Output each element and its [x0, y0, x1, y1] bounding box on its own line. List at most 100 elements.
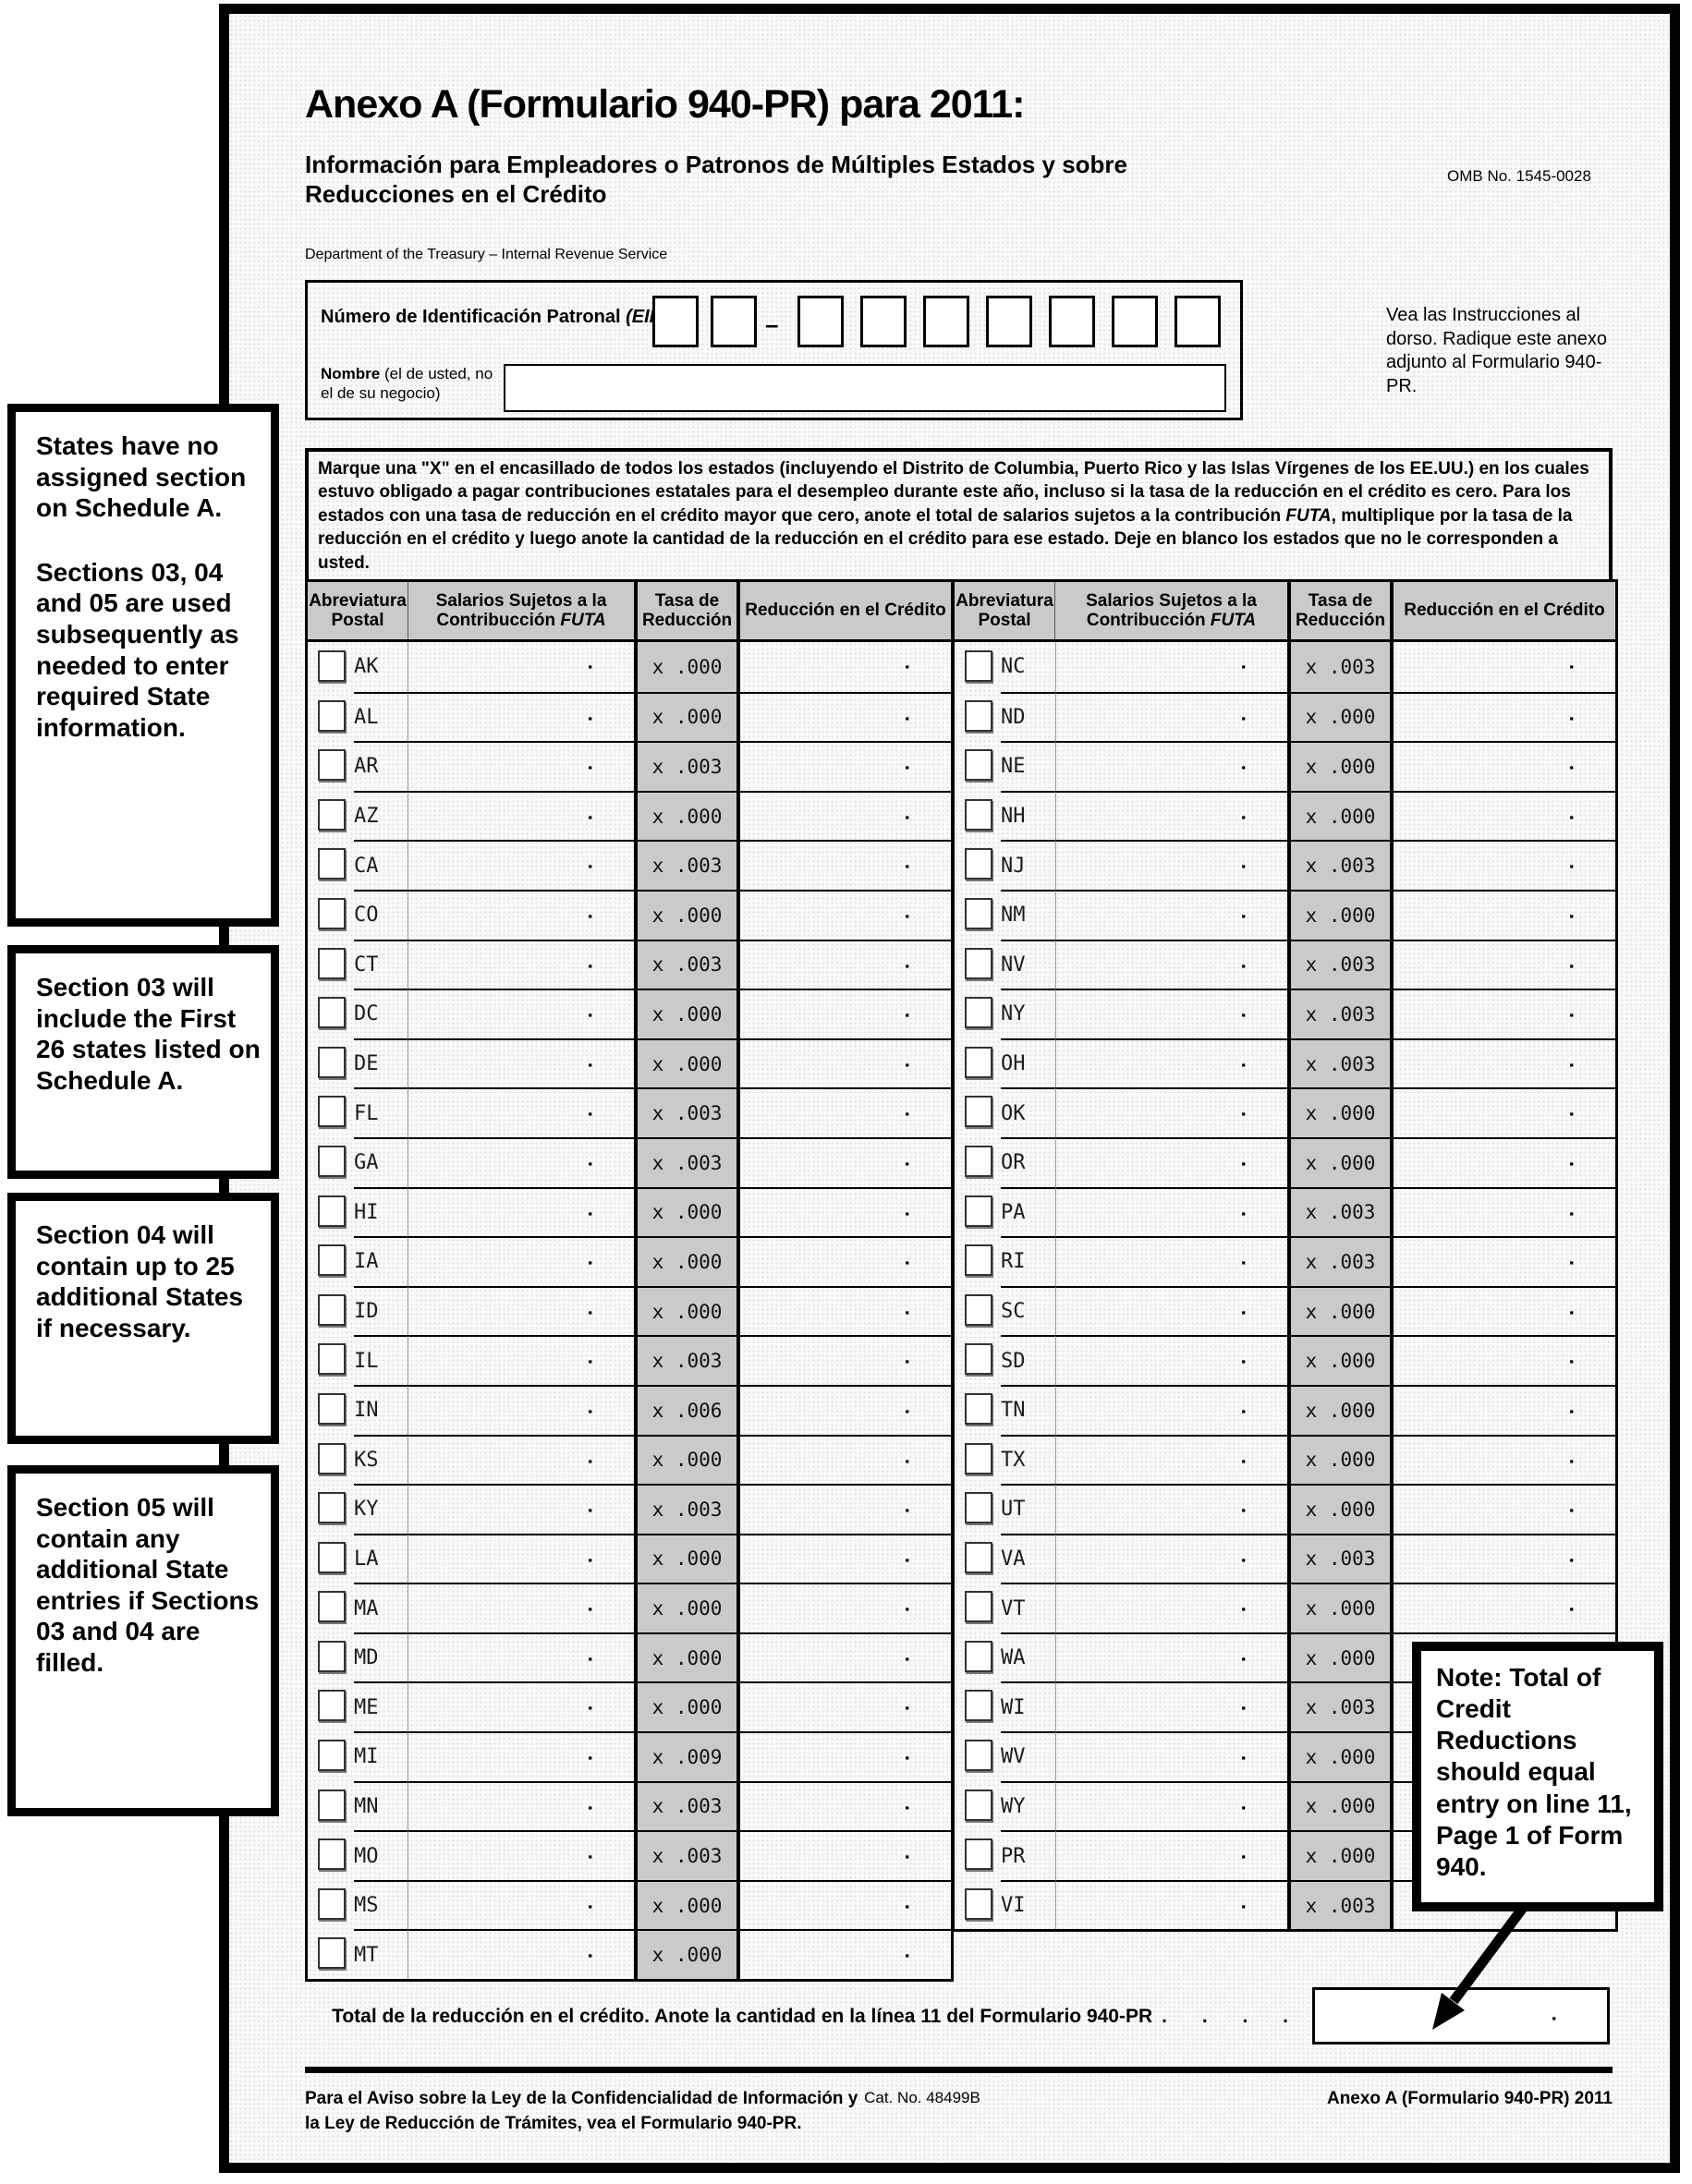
futa-wages-field[interactable]: ▪ [1056, 1037, 1291, 1088]
state-checkbox[interactable] [318, 798, 346, 831]
credit-reduction-field[interactable]: ▪ [1394, 1484, 1615, 1534]
futa-wages-field[interactable]: ▪ [1056, 1484, 1291, 1534]
state-checkbox[interactable] [965, 848, 992, 880]
futa-wages-field[interactable]: ▪ [1056, 1087, 1291, 1137]
futa-wages-field[interactable]: ▪ [408, 1087, 638, 1137]
credit-reduction-field[interactable]: ▪ [740, 642, 951, 692]
futa-wages-field[interactable]: ▪ [408, 1879, 638, 1930]
state-checkbox[interactable] [965, 1838, 992, 1871]
state-checkbox[interactable] [965, 1541, 992, 1573]
state-checkbox[interactable] [965, 1244, 992, 1277]
state-checkbox[interactable] [965, 1096, 992, 1128]
futa-wages-field[interactable]: ▪ [408, 1236, 638, 1286]
credit-reduction-field[interactable]: ▪ [1394, 1087, 1615, 1137]
credit-reduction-field[interactable]: ▪ [740, 1236, 951, 1286]
futa-wages-field[interactable]: ▪ [1056, 1236, 1291, 1286]
state-checkbox[interactable] [318, 1195, 346, 1227]
credit-reduction-field[interactable]: ▪ [1394, 642, 1615, 692]
credit-reduction-field[interactable]: ▪ [740, 1434, 951, 1485]
state-checkbox[interactable] [965, 1392, 992, 1425]
name-input[interactable] [504, 364, 1226, 412]
state-checkbox[interactable] [965, 1640, 992, 1672]
credit-reduction-field[interactable]: ▪ [740, 1037, 951, 1088]
futa-wages-field[interactable]: ▪ [1056, 1632, 1291, 1682]
state-checkbox[interactable] [318, 1937, 346, 1970]
credit-reduction-field[interactable]: ▪ [1394, 691, 1615, 742]
credit-reduction-field[interactable]: ▪ [740, 1136, 951, 1187]
futa-wages-field[interactable]: ▪ [1056, 642, 1291, 692]
ein-box[interactable] [711, 296, 757, 347]
futa-wages-field[interactable]: ▪ [408, 1285, 638, 1336]
futa-wages-field[interactable]: ▪ [408, 1434, 638, 1485]
futa-wages-field[interactable]: ▪ [408, 1484, 638, 1534]
state-checkbox[interactable] [965, 1343, 992, 1376]
futa-wages-field[interactable]: ▪ [1056, 1186, 1291, 1237]
futa-wages-field[interactable]: ▪ [1056, 939, 1291, 989]
futa-wages-field[interactable]: ▪ [408, 691, 638, 742]
state-checkbox[interactable] [318, 1392, 346, 1425]
state-checkbox[interactable] [318, 1046, 346, 1078]
futa-wages-field[interactable]: ▪ [408, 1384, 638, 1435]
credit-reduction-field[interactable]: ▪ [740, 1929, 951, 1979]
ein-box[interactable] [923, 296, 969, 347]
futa-wages-field[interactable]: ▪ [1056, 1830, 1291, 1880]
state-checkbox[interactable] [318, 1591, 346, 1623]
futa-wages-field[interactable]: ▪ [408, 790, 638, 841]
futa-wages-field[interactable]: ▪ [408, 1632, 638, 1682]
state-checkbox[interactable] [318, 699, 346, 732]
ein-box[interactable] [1175, 296, 1221, 347]
futa-wages-field[interactable]: ▪ [1056, 1384, 1291, 1435]
futa-wages-field[interactable]: ▪ [1056, 889, 1291, 940]
credit-reduction-field[interactable]: ▪ [1394, 939, 1615, 989]
state-checkbox[interactable] [318, 1887, 346, 1920]
credit-reduction-field[interactable]: ▪ [740, 1681, 951, 1731]
futa-wages-field[interactable]: ▪ [1056, 1681, 1291, 1732]
futa-wages-field[interactable]: ▪ [408, 1583, 638, 1632]
state-checkbox[interactable] [318, 897, 346, 929]
futa-wages-field[interactable]: ▪ [408, 1037, 638, 1088]
state-checkbox[interactable] [318, 650, 346, 682]
credit-reduction-field[interactable]: ▪ [1394, 1037, 1615, 1088]
credit-reduction-field[interactable]: ▪ [1394, 741, 1615, 791]
futa-wages-field[interactable]: ▪ [1056, 691, 1291, 742]
state-checkbox[interactable] [965, 997, 992, 1029]
state-checkbox[interactable] [965, 897, 992, 929]
state-checkbox[interactable] [318, 1789, 346, 1821]
futa-wages-field[interactable]: ▪ [1056, 790, 1291, 841]
credit-reduction-field[interactable]: ▪ [1394, 790, 1615, 841]
state-checkbox[interactable] [965, 947, 992, 979]
futa-wages-field[interactable]: ▪ [1056, 1583, 1291, 1632]
state-checkbox[interactable] [318, 749, 346, 782]
credit-reduction-field[interactable]: ▪ [1394, 1186, 1615, 1237]
credit-reduction-field[interactable]: ▪ [740, 939, 951, 989]
futa-wages-field[interactable]: ▪ [1056, 1879, 1291, 1930]
credit-reduction-field[interactable]: ▪ [740, 1335, 951, 1385]
credit-reduction-field[interactable]: ▪ [1394, 1335, 1615, 1385]
state-checkbox[interactable] [965, 1492, 992, 1524]
ein-box[interactable] [860, 296, 907, 347]
state-checkbox[interactable] [965, 1690, 992, 1722]
futa-wages-field[interactable]: ▪ [1056, 1335, 1291, 1385]
futa-wages-field[interactable]: ▪ [1056, 840, 1291, 890]
futa-wages-field[interactable]: ▪ [408, 642, 638, 692]
credit-reduction-field[interactable]: ▪ [740, 1087, 951, 1137]
state-checkbox[interactable] [318, 1740, 346, 1772]
state-checkbox[interactable] [318, 1244, 346, 1277]
futa-wages-field[interactable]: ▪ [408, 1681, 638, 1732]
state-checkbox[interactable] [965, 749, 992, 782]
credit-reduction-field[interactable]: ▪ [1394, 1236, 1615, 1286]
futa-wages-field[interactable]: ▪ [408, 1731, 638, 1781]
state-checkbox[interactable] [318, 1838, 346, 1871]
credit-reduction-field[interactable]: ▪ [1394, 989, 1615, 1038]
credit-reduction-field[interactable]: ▪ [1394, 1533, 1615, 1583]
credit-reduction-field[interactable]: ▪ [740, 790, 951, 841]
credit-reduction-field[interactable]: ▪ [740, 1780, 951, 1831]
credit-reduction-field[interactable]: ▪ [740, 1285, 951, 1336]
futa-wages-field[interactable]: ▪ [408, 1830, 638, 1880]
state-checkbox[interactable] [318, 848, 346, 880]
futa-wages-field[interactable]: ▪ [408, 1136, 638, 1187]
state-checkbox[interactable] [318, 947, 346, 979]
state-checkbox[interactable] [965, 1442, 992, 1474]
state-checkbox[interactable] [318, 1442, 346, 1474]
state-checkbox[interactable] [965, 798, 992, 831]
